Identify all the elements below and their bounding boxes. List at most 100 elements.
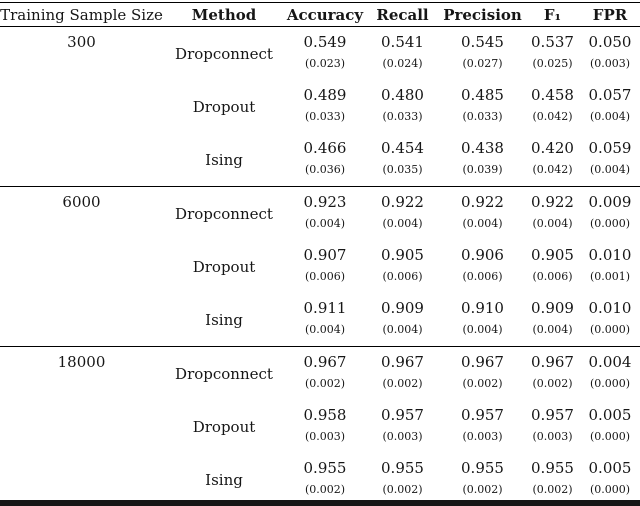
metric-value: 0.967 xyxy=(285,347,365,377)
metric-std: (0.000) xyxy=(580,376,640,400)
metric-value: 0.967 xyxy=(440,347,525,377)
metric-std: (0.039) xyxy=(440,162,525,187)
metric-std: (0.004) xyxy=(365,216,440,240)
metric-value: 0.922 xyxy=(365,187,440,217)
metric-std: (0.004) xyxy=(285,216,365,240)
metric-std: (0.004) xyxy=(285,322,365,347)
col-header-f1: F₁ xyxy=(525,3,580,27)
metric-std: (0.002) xyxy=(525,376,580,400)
metric-value: 0.923 xyxy=(285,187,365,217)
metric-value: 0.004 xyxy=(580,347,640,377)
metric-value: 0.549 xyxy=(285,27,365,57)
metric-value: 0.010 xyxy=(580,240,640,269)
col-header-method: Method xyxy=(163,3,285,27)
sample-size-cell: 6000 xyxy=(0,187,163,347)
metric-std: (0.004) xyxy=(580,162,640,187)
metric-std: (0.003) xyxy=(525,429,580,453)
metric-std: (0.025) xyxy=(525,56,580,80)
metric-value: 0.057 xyxy=(580,80,640,109)
sample-size-cell: 300 xyxy=(0,27,163,187)
metric-std: (0.000) xyxy=(580,322,640,347)
metric-value: 0.009 xyxy=(580,187,640,217)
col-header-accuracy: Accuracy xyxy=(285,3,365,27)
col-header-fpr: FPR xyxy=(580,3,640,27)
metric-value: 0.458 xyxy=(525,80,580,109)
metric-value: 0.005 xyxy=(580,400,640,429)
metric-std: (0.035) xyxy=(365,162,440,187)
metric-std: (0.004) xyxy=(580,109,640,133)
metric-value: 0.957 xyxy=(365,400,440,429)
metric-value: 0.420 xyxy=(525,133,580,162)
metric-value: 0.905 xyxy=(525,240,580,269)
table-bottom-rule xyxy=(0,500,640,506)
metric-value: 0.454 xyxy=(365,133,440,162)
metric-std: (0.004) xyxy=(525,216,580,240)
method-cell: Dropout xyxy=(163,240,285,293)
sample-size-cell: 18000 xyxy=(0,347,163,506)
metric-std: (0.033) xyxy=(365,109,440,133)
metric-std: (0.004) xyxy=(525,322,580,347)
metric-value: 0.910 xyxy=(440,293,525,322)
metric-value: 0.922 xyxy=(525,187,580,217)
metric-value: 0.909 xyxy=(365,293,440,322)
metric-std: (0.024) xyxy=(365,56,440,80)
metric-value: 0.957 xyxy=(525,400,580,429)
metric-std: (0.003) xyxy=(440,429,525,453)
metric-value: 0.485 xyxy=(440,80,525,109)
method-cell: Dropout xyxy=(163,400,285,453)
metric-std: (0.002) xyxy=(440,376,525,400)
metric-value: 0.955 xyxy=(440,453,525,482)
metric-std: (0.003) xyxy=(285,429,365,453)
metric-std: (0.033) xyxy=(285,109,365,133)
metric-value: 0.438 xyxy=(440,133,525,162)
metric-value: 0.541 xyxy=(365,27,440,57)
method-cell: Dropconnect xyxy=(163,347,285,401)
metric-value: 0.955 xyxy=(525,453,580,482)
metric-value: 0.957 xyxy=(440,400,525,429)
metric-std: (0.006) xyxy=(285,269,365,293)
metric-std: (0.002) xyxy=(365,376,440,400)
metric-std: (0.023) xyxy=(285,56,365,80)
metric-value: 0.466 xyxy=(285,133,365,162)
metric-value: 0.537 xyxy=(525,27,580,57)
metric-std: (0.027) xyxy=(440,56,525,80)
method-cell: Dropconnect xyxy=(163,27,285,81)
method-cell: Dropconnect xyxy=(163,187,285,241)
metric-value: 0.906 xyxy=(440,240,525,269)
metric-std: (0.003) xyxy=(365,429,440,453)
metric-std: (0.004) xyxy=(440,322,525,347)
method-cell: Ising xyxy=(163,453,285,506)
metric-std: (0.001) xyxy=(580,269,640,293)
metric-std: (0.003) xyxy=(580,56,640,80)
metric-value: 0.907 xyxy=(285,240,365,269)
metric-value: 0.967 xyxy=(365,347,440,377)
metric-std: (0.042) xyxy=(525,162,580,187)
metric-std: (0.006) xyxy=(525,269,580,293)
metric-value: 0.922 xyxy=(440,187,525,217)
metric-value: 0.909 xyxy=(525,293,580,322)
metric-std: (0.002) xyxy=(285,376,365,400)
metric-std: (0.042) xyxy=(525,109,580,133)
metric-std: (0.004) xyxy=(440,216,525,240)
metric-std: (0.006) xyxy=(365,269,440,293)
metric-value: 0.958 xyxy=(285,400,365,429)
metric-std: (0.036) xyxy=(285,162,365,187)
metric-value: 0.050 xyxy=(580,27,640,57)
col-header-recall: Recall xyxy=(365,3,440,27)
metric-value: 0.955 xyxy=(285,453,365,482)
metric-value: 0.905 xyxy=(365,240,440,269)
metric-value: 0.489 xyxy=(285,80,365,109)
metric-std: (0.000) xyxy=(580,216,640,240)
metric-std: (0.004) xyxy=(365,322,440,347)
method-cell: Dropout xyxy=(163,80,285,133)
metric-std: (0.033) xyxy=(440,109,525,133)
metric-value: 0.059 xyxy=(580,133,640,162)
metric-value: 0.955 xyxy=(365,453,440,482)
metric-std: (0.006) xyxy=(440,269,525,293)
metric-value: 0.967 xyxy=(525,347,580,377)
table-header: Training Sample Size Method Accuracy Rec… xyxy=(0,3,640,27)
